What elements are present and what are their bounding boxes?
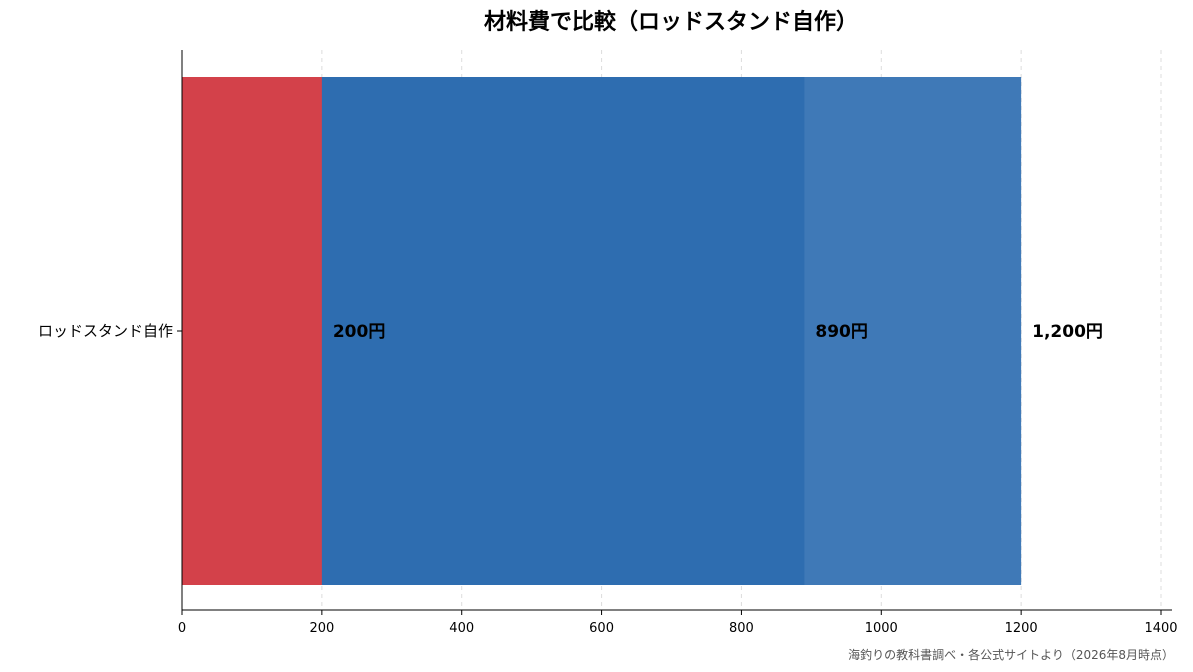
bar-200 — [182, 77, 322, 585]
data-label-1200: 1,200円 — [1032, 322, 1103, 342]
x-tick-label-0: 0 — [178, 621, 186, 636]
category-label: ロッドスタンド自作 — [38, 322, 173, 340]
data-label-890: 890円 — [815, 322, 868, 342]
source-note: 海釣りの教科書調べ・各公式サイトより（2026年8月時点） — [848, 647, 1174, 662]
category-axis: ロッドスタンド自作 — [38, 322, 182, 340]
x-tick-label-600: 600 — [589, 621, 614, 636]
data-label-200: 200円 — [333, 322, 386, 342]
chart-title: 材料費で比較（ロッドスタンド自作） — [484, 9, 858, 35]
x-tick-label-1200: 1200 — [1005, 621, 1038, 636]
data-labels: 1,200円 890円 200円 — [333, 322, 1103, 342]
x-tick-label-1400: 1400 — [1144, 621, 1177, 636]
x-tick-label-200: 200 — [309, 621, 334, 636]
x-tick-label-800: 800 — [729, 621, 754, 636]
x-tick-label-400: 400 — [449, 621, 474, 636]
x-tick-label-1000: 1000 — [865, 621, 898, 636]
bars — [182, 77, 1022, 585]
x-axis-ticks: 0 200 400 600 800 1000 1200 1400 — [178, 610, 1178, 636]
